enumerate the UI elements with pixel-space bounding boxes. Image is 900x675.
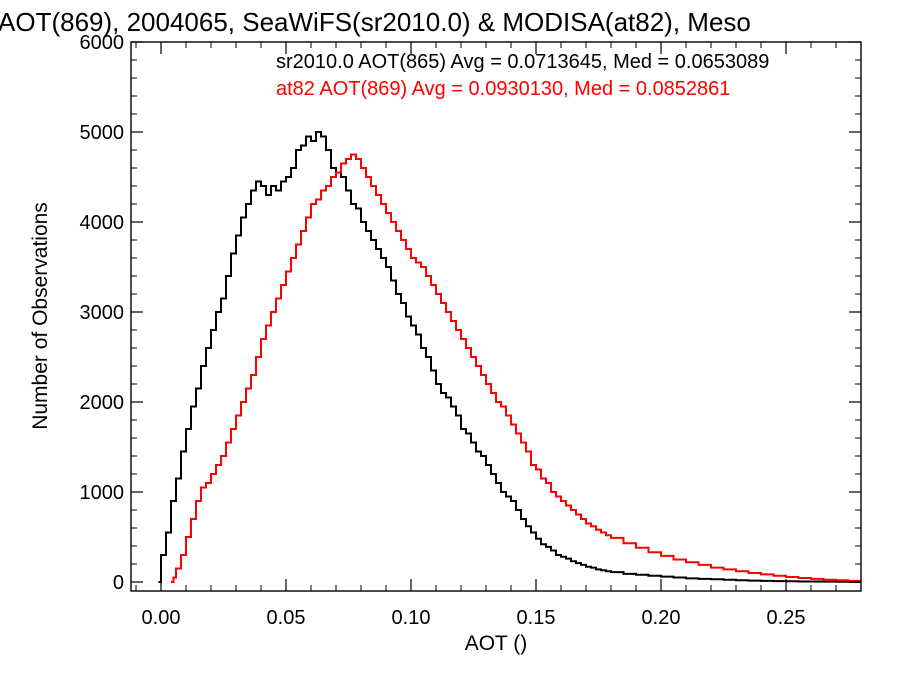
- series-line-1: [171, 153, 861, 583]
- x-tick-label: 0.20: [642, 607, 681, 629]
- series-layer: [158, 131, 861, 583]
- x-tick-label: 0.05: [267, 607, 306, 629]
- plot-frame: [130, 41, 862, 592]
- y-tick-label: 6000: [80, 32, 125, 54]
- series-line-0: [158, 131, 861, 583]
- x-axis-label: AOT (): [465, 632, 528, 655]
- ticks-layer: [131, 41, 862, 591]
- y-tick-label: 5000: [80, 122, 125, 144]
- y-tick-label: 1000: [80, 482, 125, 504]
- legend-entry-at82: at82 AOT(869) Avg = 0.0930130, Med = 0.0…: [276, 78, 730, 100]
- chart-title: AOT(869), 2004065, SeaWiFS(sr2010.0) & M…: [0, 7, 751, 37]
- x-tick-label: 0.25: [767, 607, 806, 629]
- tick-labels-layer: 0.00 0.05 0.10 0.15 0.20 0.25 0 1000 2000 3000 400…: [80, 32, 806, 629]
- y-axis-label: Number of Observations: [29, 202, 52, 430]
- y-tick-label: 3000: [80, 302, 125, 324]
- legend-entry-sr2010: sr2010.0 AOT(865) Avg = 0.0713645, Med =…: [276, 51, 769, 73]
- x-tick-label: 0.15: [517, 607, 556, 629]
- y-tick-label: 0: [113, 572, 124, 594]
- x-tick-label: 0.10: [392, 607, 431, 629]
- x-tick-label: 0.00: [142, 607, 181, 629]
- y-tick-label: 4000: [80, 212, 125, 234]
- y-tick-label: 2000: [80, 392, 125, 414]
